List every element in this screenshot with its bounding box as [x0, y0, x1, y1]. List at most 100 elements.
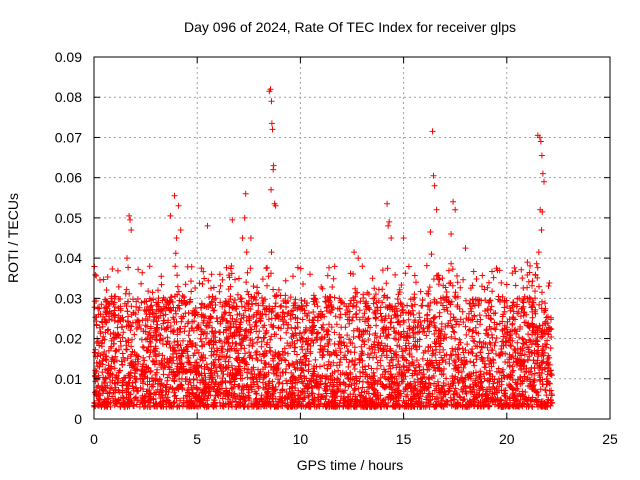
- data-point: [355, 255, 362, 262]
- data-point: [450, 314, 457, 321]
- data-point: [92, 271, 99, 278]
- data-point: [298, 302, 305, 309]
- data-point: [127, 369, 134, 376]
- data-point: [277, 303, 284, 310]
- data-point: [283, 329, 290, 336]
- data-point: [247, 235, 254, 241]
- data-point: [345, 363, 352, 370]
- data-point: [524, 356, 531, 363]
- data-point: [259, 294, 265, 301]
- data-point: [263, 327, 270, 334]
- data-point: [531, 376, 537, 383]
- data-point: [128, 227, 135, 233]
- data-point: [178, 318, 185, 325]
- data-point: [528, 364, 535, 371]
- data-point: [492, 339, 499, 346]
- data-point: [394, 380, 401, 386]
- data-point: [102, 366, 109, 373]
- data-point: [476, 338, 483, 345]
- data-point: [536, 301, 543, 308]
- data-point: [460, 349, 467, 356]
- data-point: [485, 350, 492, 357]
- data-point: [405, 263, 412, 270]
- data-point: [469, 346, 476, 352]
- data-point: [283, 366, 290, 372]
- data-point: [337, 356, 344, 363]
- data-point: [496, 320, 503, 327]
- data-point: [402, 270, 409, 277]
- data-point: [219, 303, 226, 310]
- data-point: [224, 335, 231, 342]
- data-point: [377, 304, 384, 311]
- data-point: [307, 271, 313, 278]
- data-point: [407, 296, 414, 303]
- data-point: [342, 387, 349, 394]
- data-point: [528, 371, 535, 378]
- data-point: [197, 403, 204, 410]
- data-point: [411, 272, 418, 279]
- data-point: [217, 299, 224, 306]
- data-point: [326, 352, 333, 359]
- data-point: [239, 235, 246, 241]
- data-point: [467, 326, 473, 333]
- data-point: [411, 378, 418, 385]
- data-point: [346, 308, 353, 315]
- data-point: [451, 329, 458, 336]
- data-point: [188, 278, 194, 285]
- data-point: [316, 349, 323, 356]
- data-point: [381, 373, 388, 380]
- data-point: [431, 182, 438, 189]
- data-point: [511, 264, 518, 271]
- data-point: [171, 389, 178, 396]
- data-point: [228, 362, 235, 369]
- data-point: [490, 380, 497, 387]
- data-point: [448, 352, 455, 359]
- data-point: [255, 290, 262, 297]
- data-point: [292, 396, 299, 403]
- data-point: [521, 309, 528, 316]
- data-point: [174, 272, 181, 279]
- data-point: [342, 324, 349, 331]
- data-point: [243, 249, 250, 256]
- x-tick-label: 10: [293, 431, 309, 447]
- data-point: [255, 334, 262, 341]
- data-point: [412, 344, 419, 351]
- data-point: [112, 348, 119, 355]
- data-point: [148, 375, 155, 382]
- data-point: [510, 367, 517, 374]
- data-point: [421, 328, 428, 335]
- data-point: [272, 300, 279, 307]
- data-point: [256, 328, 263, 335]
- data-point: [519, 335, 526, 342]
- data-point: [519, 388, 526, 395]
- data-point: [302, 362, 309, 369]
- data-point: [138, 336, 145, 343]
- data-point: [214, 373, 221, 379]
- data-point: [225, 358, 232, 365]
- data-point: [432, 340, 439, 347]
- data-point: [456, 345, 463, 352]
- data-point: [259, 276, 266, 283]
- data-point: [244, 369, 250, 376]
- data-point: [142, 308, 149, 315]
- data-point: [351, 249, 358, 256]
- data-point: [229, 315, 236, 322]
- data-point: [467, 389, 474, 396]
- data-point: [359, 369, 366, 376]
- data-point: [247, 370, 254, 377]
- data-point: [538, 334, 545, 341]
- data-point: [454, 279, 461, 286]
- data-point: [404, 302, 411, 309]
- data-point: [534, 264, 541, 271]
- data-point: [177, 227, 184, 233]
- data-point: [262, 330, 269, 337]
- data-point: [478, 379, 484, 386]
- data-point: [125, 313, 131, 320]
- data-point: [521, 351, 528, 358]
- data-point: [119, 362, 126, 368]
- data-point: [358, 351, 365, 357]
- data-point: [340, 402, 347, 409]
- data-point: [489, 268, 495, 275]
- data-point: [456, 321, 462, 328]
